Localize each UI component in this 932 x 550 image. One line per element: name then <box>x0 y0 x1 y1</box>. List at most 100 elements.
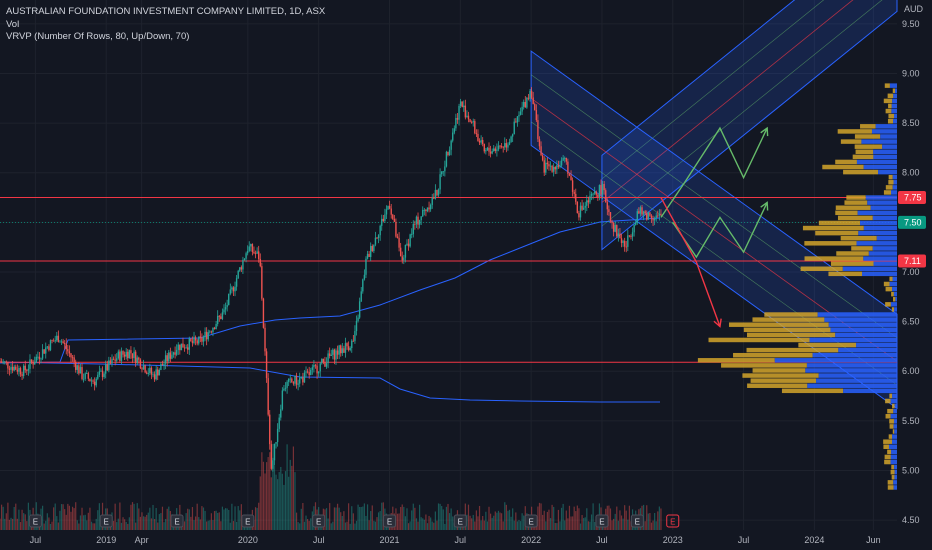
earnings-marker[interactable]: E <box>382 514 396 528</box>
volume-bar <box>477 516 479 530</box>
volume-bar <box>277 479 279 530</box>
volume-bar <box>76 520 78 530</box>
symbol-title[interactable]: AUSTRALIAN FOUNDATION INVESTMENT COMPANY… <box>6 6 326 17</box>
volume-bar <box>613 518 615 530</box>
vp-row-down <box>884 459 891 465</box>
candle-body <box>166 355 168 362</box>
vp-row-up <box>857 210 897 216</box>
vp-row-down <box>835 210 858 216</box>
candle-body <box>330 354 332 356</box>
vp-row-up <box>892 439 897 444</box>
volume-bar <box>90 521 93 530</box>
earnings-marker[interactable]: E <box>312 514 326 528</box>
projection-arrowhead <box>760 201 769 211</box>
candle-body <box>256 251 258 254</box>
candle-body <box>625 246 627 248</box>
earnings-label: E <box>458 518 463 527</box>
candle-body <box>586 200 588 206</box>
volume-bar <box>239 510 241 530</box>
volume-bar <box>652 520 654 530</box>
price-tick-label: 9.00 <box>902 68 920 78</box>
earnings-badge <box>453 514 467 528</box>
vp-row-up <box>894 307 897 312</box>
volume-bar <box>359 506 361 530</box>
time-axis[interactable]: Jul 2019 Apr 2020 Jul 2021 Jul 2022 Jul 2023 Jul 20… <box>30 535 881 545</box>
candle-body <box>104 364 107 374</box>
candle-body <box>385 209 388 215</box>
volume-bar <box>425 514 427 530</box>
candle-body <box>30 359 33 363</box>
candle-body <box>235 278 238 287</box>
vp-row-down <box>830 261 874 266</box>
candle-body <box>433 197 435 199</box>
volume-bar <box>581 515 583 530</box>
candle-body <box>82 378 85 380</box>
vp-row-down <box>892 297 896 302</box>
volume-bar <box>226 508 228 530</box>
candle-body <box>543 160 545 173</box>
candle-body <box>647 212 650 220</box>
volume-bar <box>448 513 451 530</box>
candle-body <box>308 372 310 376</box>
volume-bar <box>647 513 649 530</box>
earnings-marker[interactable]: E <box>28 514 42 528</box>
vp-row-up <box>830 327 897 333</box>
candle-body <box>86 373 88 375</box>
candle-body <box>41 349 44 359</box>
volume-bar <box>308 520 310 530</box>
volume-bar <box>590 514 593 530</box>
earnings-marker[interactable]: E <box>99 514 113 528</box>
vp-row-up <box>890 454 897 460</box>
candle-body <box>347 346 350 351</box>
volume-bar <box>209 520 211 530</box>
candle-body <box>660 213 662 215</box>
volume-indicator-label[interactable]: Vol <box>6 18 20 30</box>
candle-body <box>43 349 45 354</box>
candle-body <box>204 331 206 338</box>
earnings-marker[interactable]: E <box>524 514 538 528</box>
volume-bar <box>485 511 487 530</box>
volume-bar <box>302 503 304 530</box>
volume-bar <box>215 510 217 530</box>
earnings-marker[interactable]: E <box>170 514 184 528</box>
candle-body <box>71 357 74 359</box>
volume-bar <box>12 518 14 530</box>
candle-body <box>631 232 634 237</box>
earnings-marker[interactable]: E <box>630 514 644 528</box>
volume-bar <box>338 507 340 530</box>
candle-body <box>644 211 646 214</box>
vp-row-up <box>873 149 897 155</box>
earnings-marker[interactable]: E <box>666 514 680 528</box>
candle-body <box>619 233 621 239</box>
volume-bar <box>564 520 566 530</box>
projection-arrowhead <box>760 126 769 137</box>
vp-row-up <box>809 337 897 343</box>
vp-row-down <box>854 144 883 149</box>
vp-row-down <box>800 266 843 271</box>
volume-bar <box>406 508 408 530</box>
earnings-marker[interactable]: E <box>595 514 609 528</box>
candle-body <box>322 358 325 363</box>
volume-bar <box>467 504 470 530</box>
candle-body <box>488 147 490 152</box>
volume-bar <box>224 508 227 530</box>
candle-body <box>7 361 9 369</box>
price-tick-label: 6.00 <box>902 366 920 376</box>
candle-body <box>511 134 514 137</box>
volume-bar <box>515 512 517 530</box>
volume-bar <box>496 512 498 530</box>
candle-body <box>392 214 394 219</box>
vp-row-up <box>891 190 897 195</box>
candle-body <box>273 443 276 461</box>
vp-row-up <box>894 469 897 475</box>
price-axis[interactable]: AUD 9.50 9.00 8.50 8.00 7.50 7.00 6.50 6.00 5.50 5… <box>902 4 924 525</box>
candle-body <box>95 378 97 386</box>
volume-bar <box>286 444 288 530</box>
candle-body <box>212 327 214 333</box>
earnings-marker[interactable]: E <box>241 514 255 528</box>
earnings-marker[interactable]: E <box>453 514 467 528</box>
candle-body <box>190 338 192 342</box>
vrvp-indicator-label[interactable]: VRVP (Number Of Rows, 80, Up/Down, 70) <box>6 31 190 42</box>
